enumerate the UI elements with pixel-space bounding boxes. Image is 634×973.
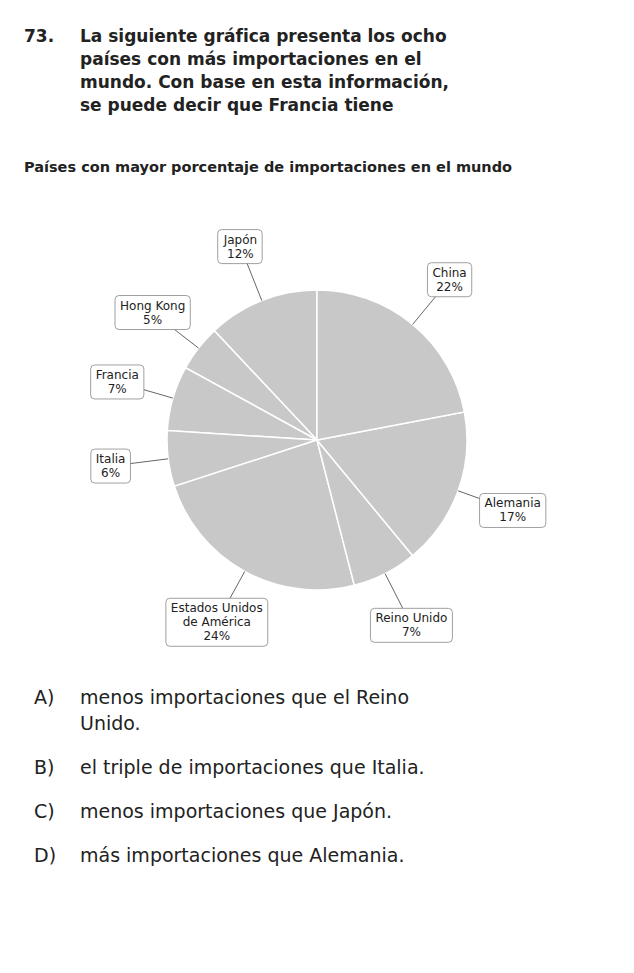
slice-label-text-line: 5% [143, 313, 162, 327]
slice-label-text-line: 24% [203, 629, 230, 643]
option-text-line: Unido. [80, 712, 141, 734]
slice-label-text: China22% [432, 266, 466, 294]
slice-label-text-line: 7% [108, 382, 127, 396]
slice-label-text-line: 12% [227, 247, 254, 261]
slice-label-text-line: 7% [402, 625, 421, 639]
slice-label: Alemania17% [480, 493, 546, 527]
option-letter-line: A) [34, 686, 54, 708]
slice-label-text-line: Reino Unido [375, 611, 447, 625]
slice-label-text: Francia7% [96, 368, 139, 396]
slice-label-text-line: Alemania [485, 496, 541, 510]
slice-label: Japón12% [218, 230, 262, 264]
slice-label-text-line: de América [183, 615, 251, 629]
option-letter: D) [34, 844, 56, 866]
leader-lines [111, 247, 513, 626]
slice-label-box [166, 598, 268, 646]
slice-labels: Japón12%Hong Kong5%Francia7%Italia6%Esta… [91, 230, 546, 647]
question-text-line: La siguiente gráfica presenta los ocho [80, 26, 447, 46]
pie-slice [167, 368, 317, 440]
question-number-line: 73. [24, 26, 54, 46]
slice-label-text-line: 22% [436, 280, 463, 294]
slice-label-text: Japón12% [223, 233, 257, 261]
slice-label-text: Estados Unidosde América24% [171, 601, 263, 643]
option-letter: B) [34, 756, 54, 778]
chart-root: 73. La siguiente gráfica presenta los och… [0, 0, 634, 973]
option-letter: C) [34, 800, 55, 822]
option-text-line: menos importaciones que Japón. [80, 800, 392, 822]
option-text: el triple de importaciones que Italia. [80, 756, 425, 778]
slice-label-text-line: 6% [101, 466, 120, 480]
slice-label-box [115, 296, 190, 330]
slice-label-box [218, 230, 262, 264]
question-text-line: se puede decir que Francia tiene [80, 95, 394, 115]
option-text-line: más importaciones que Alemania. [80, 844, 404, 866]
slice-label-box [480, 493, 546, 527]
slice-label-box [370, 608, 452, 642]
pie-slice [317, 290, 464, 440]
option-text: menos importaciones que el Reino Unido. [80, 686, 409, 734]
slice-label-text-line: Francia [96, 368, 139, 382]
slice-label-box [91, 365, 144, 399]
slice-label-text-line: China [432, 266, 466, 280]
option-text-line: menos importaciones que el Reino [80, 686, 409, 708]
slice-label: China22% [427, 263, 471, 297]
option-text-line: el triple de importaciones que Italia. [80, 756, 425, 778]
slice-label: Reino Unido7% [370, 608, 452, 642]
slice-label-text: Italia6% [96, 452, 126, 480]
slice-label-text-line: Hong Kong [120, 299, 185, 313]
chart-title: Países con mayor porcentaje de importaci… [24, 159, 512, 175]
slice-label: Estados Unidosde América24% [166, 598, 268, 646]
option-letter-line: C) [34, 800, 55, 822]
option-letter: A) [34, 686, 54, 708]
slice-label-text-line: Estados Unidos [171, 601, 263, 615]
slice-label-text: Reino Unido7% [375, 611, 447, 639]
slice-label-text-line: 17% [499, 510, 526, 524]
question-text-line: países con más importaciones en el [80, 49, 422, 69]
option-letter-line: D) [34, 844, 56, 866]
slice-label-text-line: Japón [223, 233, 257, 247]
slice-label-box [91, 449, 131, 483]
option-text: menos importaciones que Japón. [80, 800, 392, 822]
slice-label-text: Alemania17% [485, 496, 541, 524]
question-text-line: mundo. Con base en esta información, [80, 72, 449, 92]
slice-label: Francia7% [91, 365, 144, 399]
option-letter-line: B) [34, 756, 54, 778]
question-number: 73. [24, 26, 54, 46]
slice-label-text: Hong Kong5% [120, 299, 185, 327]
slice-label: Italia6% [91, 449, 131, 483]
slice-label-box [427, 263, 471, 297]
pie [167, 290, 467, 590]
question-text: La siguiente gráfica presenta los ocho pa… [80, 26, 449, 115]
slice-label-text-line: Italia [96, 452, 126, 466]
slice-label: Hong Kong5% [115, 296, 190, 330]
option-text: más importaciones que Alemania. [80, 844, 404, 866]
